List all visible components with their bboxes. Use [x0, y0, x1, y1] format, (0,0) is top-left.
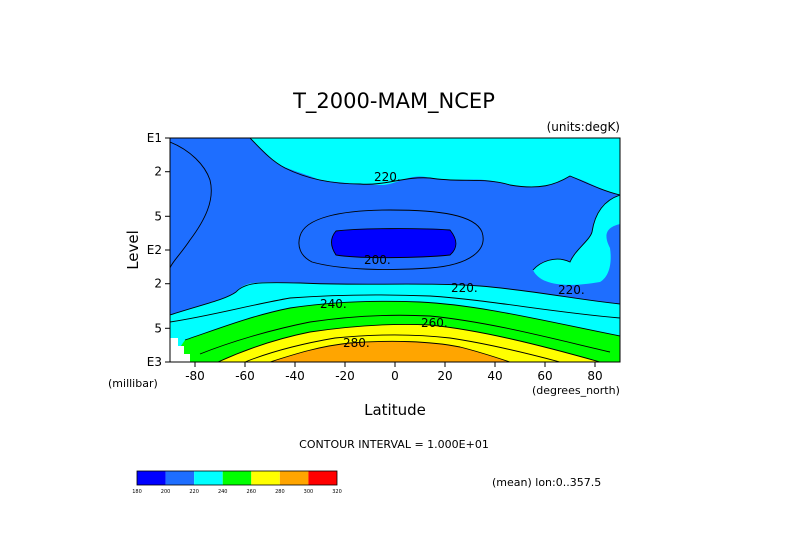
contour-line-200-inner — [298, 209, 484, 270]
contour-lines — [170, 138, 620, 362]
colorbar-label: 280 — [275, 489, 285, 495]
y-tick-label: 5 — [154, 209, 162, 223]
x-tick-label: -40 — [285, 369, 305, 383]
y-tick-label: 2 — [154, 165, 162, 179]
chart-title: T_2000-MAM_NCEP — [292, 89, 495, 114]
contour-label: 220. — [558, 283, 585, 297]
colorbar-swatch — [137, 471, 166, 485]
x-axis-title: Latitude — [364, 401, 426, 419]
colorbar-label: 300 — [304, 489, 314, 495]
contour-interval-text: CONTOUR INTERVAL = 1.000E+01 — [299, 438, 489, 451]
contour-line-220-low — [170, 282, 620, 316]
y-tick-label: E2 — [147, 243, 162, 257]
colorbar-label: 180 — [132, 489, 142, 495]
contour-line-230 — [170, 294, 620, 323]
y-tick-label: E1 — [147, 131, 162, 145]
contour-label: 240. — [320, 297, 347, 311]
band-280-300 — [270, 341, 510, 362]
units-label: (units:degK) — [547, 120, 620, 134]
contour-label: 260. — [421, 316, 448, 330]
contour-line-220-top — [249, 138, 620, 196]
colorbar: 180 200 220 240 260 280 300 320 — [132, 470, 342, 495]
colorbar-frame — [136, 470, 338, 486]
x-tick-label: -60 — [235, 369, 255, 383]
plot-area: 220. 200. 220. 220. 240. 260. 280. — [169, 137, 621, 363]
mean-text: (mean) lon:0..357.5 — [492, 476, 601, 489]
contour-label: 220. — [374, 170, 401, 184]
x-unit-label: (degrees_north) — [532, 384, 620, 397]
colorbar-swatch — [194, 471, 223, 485]
x-tick-label: 0 — [391, 369, 399, 383]
colorbar-swatch — [251, 471, 280, 485]
y-tick-label: E3 — [147, 355, 162, 369]
x-tick-label: 40 — [487, 369, 502, 383]
colorbar-label: 260 — [247, 489, 257, 495]
x-tick-label: 80 — [587, 369, 602, 383]
colorbar-swatch — [308, 471, 337, 485]
y-tick-label: 2 — [154, 277, 162, 291]
colorbar-label: 240 — [218, 489, 228, 495]
contour-line-210-left — [170, 141, 212, 269]
x-tick-label: 60 — [537, 369, 552, 383]
colorbar-swatch — [222, 471, 252, 485]
contour-line-190 — [331, 228, 457, 259]
colorbar-label: 200 — [161, 489, 171, 495]
contour-line-280 — [269, 340, 511, 362]
x-axis: -80 -60 -40 -20 0 20 40 60 80 — [185, 362, 603, 383]
contour-line-260 — [217, 323, 601, 362]
x-tick-label: -80 — [185, 369, 205, 383]
contour-line-220-right — [532, 194, 620, 271]
band-220-240-upper — [170, 138, 620, 362]
missing-data-region — [170, 338, 190, 362]
x-tick-label: -20 — [335, 369, 355, 383]
contour-line-270 — [244, 334, 561, 362]
x-tick-label: 20 — [437, 369, 452, 383]
colorbar-label: 220 — [189, 489, 199, 495]
y-unit-label: (millibar) — [108, 377, 158, 390]
colorbar-label: 320 — [332, 489, 342, 495]
contour-line-250 — [199, 314, 611, 355]
band-190-200 — [331, 228, 456, 258]
contour-line-240 — [184, 300, 620, 341]
contour-label: 280. — [343, 336, 370, 350]
y-tick-label: 5 — [154, 321, 162, 335]
y-axis: E1 2 5 E2 2 5 E3 — [147, 131, 170, 369]
colorbar-swatch — [279, 471, 309, 485]
y-axis-title: Level — [124, 230, 142, 270]
colorbar-swatch — [165, 471, 195, 485]
contour-label: 220. — [451, 281, 478, 295]
contour-label: 200. — [364, 253, 391, 267]
